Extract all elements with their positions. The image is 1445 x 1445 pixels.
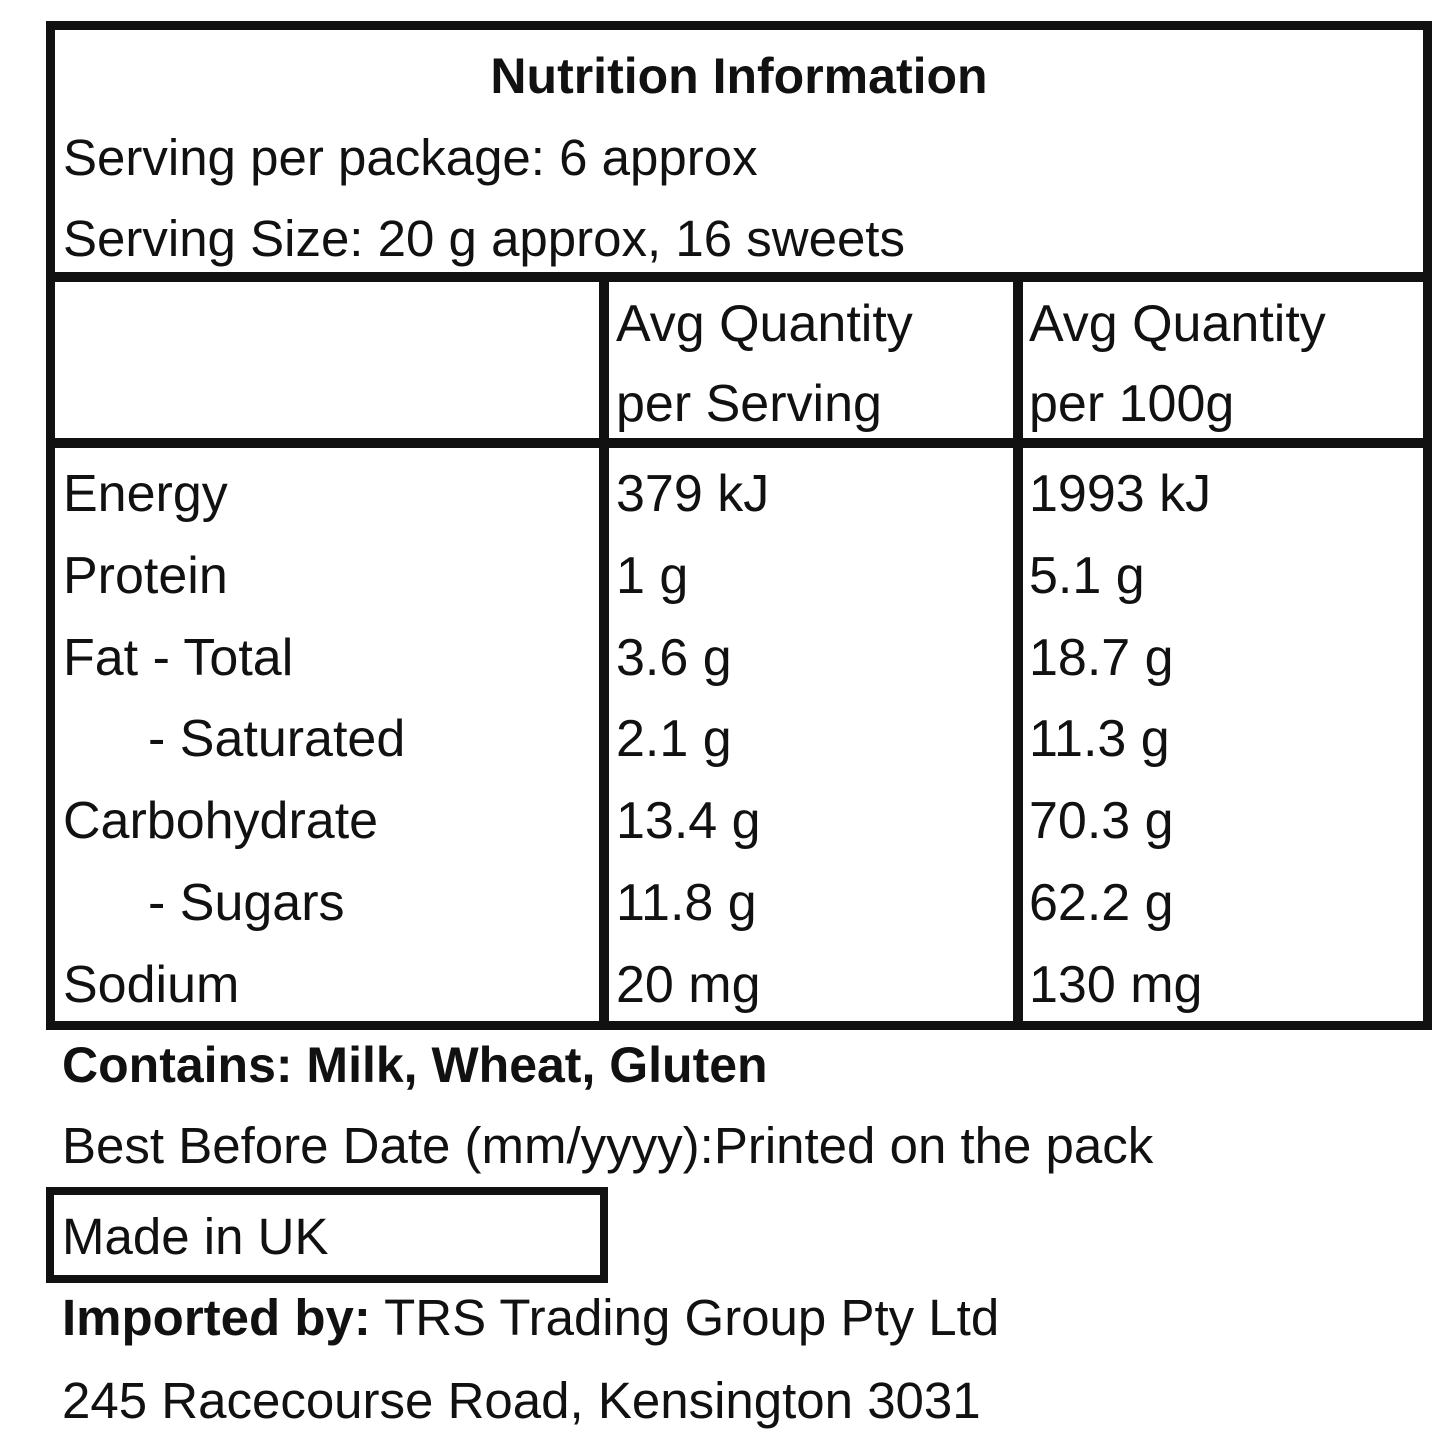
nutrient-label: Fat - Total bbox=[63, 629, 294, 687]
made-in-text: Made in UK bbox=[62, 1208, 329, 1265]
per-100g-value: 18.7 g bbox=[1029, 629, 1174, 687]
column-header-100g-line2: per 100g bbox=[1029, 375, 1235, 433]
importer-name: TRS Trading Group Pty Ltd bbox=[370, 1289, 1000, 1346]
allergen-statement: Contains: Milk, Wheat, Gluten bbox=[62, 1037, 768, 1093]
importer-label: Imported by: bbox=[62, 1289, 371, 1346]
per-serving-value: 3.6 g bbox=[616, 629, 732, 687]
serving-size: Serving Size: 20 g approx, 16 sweets bbox=[63, 210, 905, 267]
per-100g-value: 62.2 g bbox=[1029, 874, 1174, 932]
servings-per-package: Serving per package: 6 approx bbox=[63, 129, 758, 186]
divider-under-column-headers bbox=[55, 438, 1423, 448]
per-100g-value: 5.1 g bbox=[1029, 547, 1145, 605]
importer-address: 245 Racecourse Road, Kensington 3031 bbox=[62, 1372, 981, 1429]
made-in-box: Made in UK bbox=[46, 1187, 608, 1283]
per-100g-value: 70.3 g bbox=[1029, 792, 1174, 850]
per-serving-value: 2.1 g bbox=[616, 710, 732, 768]
nutrient-label: Sodium bbox=[63, 956, 240, 1014]
nutrient-label: Carbohydrate bbox=[63, 792, 379, 850]
per-serving-value: 11.8 g bbox=[616, 874, 757, 932]
nutrient-label: - Sugars bbox=[148, 874, 345, 932]
importer-line: Imported by: TRS Trading Group Pty Ltd bbox=[62, 1292, 999, 1343]
column-divider-2 bbox=[1013, 272, 1023, 1030]
per-100g-value: 130 mg bbox=[1029, 956, 1203, 1014]
nutrition-panel: Nutrition Information Serving per packag… bbox=[46, 21, 1432, 1030]
column-header-100g-line1: Avg Quantity bbox=[1029, 295, 1326, 353]
nutrient-label: Energy bbox=[63, 465, 228, 523]
panel-title: Nutrition Information bbox=[490, 48, 988, 104]
best-before-text: Best Before Date (mm/yyyy):Printed on th… bbox=[62, 1117, 1154, 1174]
column-header-serving-line1: Avg Quantity bbox=[616, 295, 913, 353]
nutrient-label: Protein bbox=[63, 547, 228, 605]
per-serving-value: 379 kJ bbox=[616, 465, 770, 523]
per-serving-value: 1 g bbox=[616, 547, 689, 605]
column-divider-1 bbox=[599, 272, 609, 1030]
per-serving-value: 13.4 g bbox=[616, 792, 761, 850]
per-100g-value: 1993 kJ bbox=[1029, 465, 1212, 523]
per-serving-value: 20 mg bbox=[616, 956, 761, 1014]
column-header-serving-line2: per Serving bbox=[616, 375, 882, 433]
per-100g-value: 11.3 g bbox=[1029, 710, 1170, 768]
divider-under-header bbox=[55, 272, 1423, 282]
nutrient-label: - Saturated bbox=[148, 710, 406, 768]
